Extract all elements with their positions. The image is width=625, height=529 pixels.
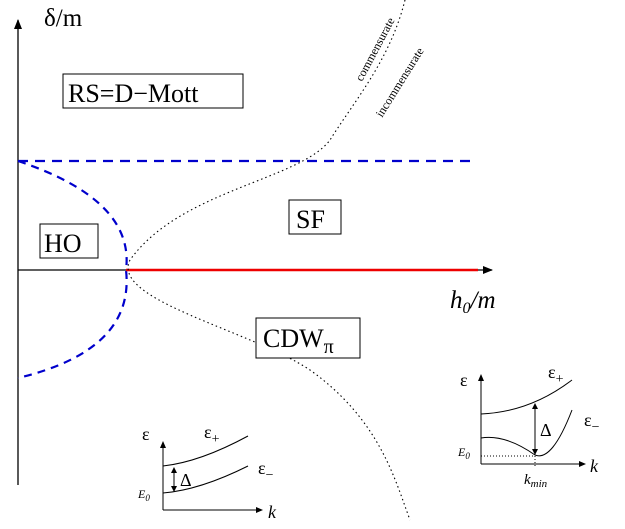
phase-ho: HO bbox=[39, 223, 99, 259]
phase-ho-label: HO bbox=[44, 229, 82, 258]
inset-left-lower-sub: − bbox=[266, 468, 274, 483]
phase-sf-box bbox=[288, 199, 342, 235]
ho-boundary-arc bbox=[17, 159, 128, 380]
inset-right-x-label: k bbox=[590, 456, 599, 476]
inset-left-e0-label: E0 bbox=[137, 487, 150, 503]
inset-left-upper-sub: + bbox=[212, 432, 220, 447]
x-axis-label-main: h bbox=[450, 287, 463, 314]
inset-right-lower-band bbox=[480, 409, 573, 457]
inset-right: ε k Δ ε+ ε− E0 kmin bbox=[457, 362, 600, 490]
inset-right-gap-label: Δ bbox=[540, 420, 552, 440]
phase-cdw-label: CDWπ bbox=[263, 324, 334, 358]
inset-right-kmin-main: k bbox=[524, 472, 531, 488]
x-axis-label-sub: 0 bbox=[463, 300, 471, 317]
inset-left-gap-label: Δ bbox=[180, 470, 192, 490]
inset-left-lower-band bbox=[162, 465, 249, 494]
inset-right-upper-label: ε+ bbox=[548, 362, 564, 387]
inset-right-lower-main: ε bbox=[584, 410, 592, 430]
inset-left-x-label: k bbox=[268, 502, 277, 522]
inset-left-e0-sub: 0 bbox=[145, 493, 150, 503]
inset-right-e0-main: E bbox=[457, 445, 466, 459]
inset-right-lower-sub: − bbox=[592, 420, 600, 435]
phase-sf-label: SF bbox=[296, 205, 325, 234]
inset-right-upper-sub: + bbox=[556, 372, 564, 387]
inset-left-upper-band bbox=[162, 435, 249, 467]
inset-left-y-label: ε bbox=[142, 424, 150, 444]
x-axis-label-tail: /m bbox=[469, 287, 496, 314]
inset-right-e0-label: E0 bbox=[457, 445, 470, 461]
phase-cdw-label-main: CDW bbox=[263, 324, 324, 353]
phase-sf: SF bbox=[288, 199, 342, 235]
inset-left-lower-main: ε bbox=[258, 458, 266, 478]
inset-right-e0-sub: 0 bbox=[465, 451, 470, 461]
y-axis-label: δ/m bbox=[44, 5, 83, 32]
phase-ho-box bbox=[39, 223, 99, 259]
phase-cdw: CDWπ bbox=[255, 317, 361, 359]
phase-rs-mott-label: RS=D−Mott bbox=[68, 79, 199, 108]
inset-left-e0-main: E bbox=[137, 487, 146, 501]
inset-right-upper-main: ε bbox=[548, 362, 556, 382]
commensurate-label: commensurate bbox=[352, 15, 397, 83]
inset-right-kmin-sub: min bbox=[531, 478, 548, 490]
inset-left-upper-label: ε+ bbox=[204, 422, 220, 447]
incommensurate-label: incommensurate bbox=[373, 45, 427, 120]
inset-right-lower-label: ε− bbox=[584, 410, 600, 435]
inset-right-upper-band bbox=[480, 379, 573, 415]
phase-rs-mott: RS=D−Mott bbox=[62, 73, 244, 109]
inset-right-y-label: ε bbox=[460, 370, 468, 390]
phase-cdw-box bbox=[255, 317, 361, 359]
inset-right-kmin-label: kmin bbox=[524, 472, 548, 490]
ci-transition-curve bbox=[127, 0, 411, 521]
phase-rs-mott-box bbox=[62, 73, 244, 109]
phase-cdw-label-sub: π bbox=[324, 336, 334, 358]
x-axis-label: h0/m bbox=[450, 287, 496, 317]
inset-left: ε k Δ ε+ ε− E0 bbox=[137, 422, 277, 522]
inset-left-upper-main: ε bbox=[204, 422, 212, 442]
inset-left-lower-label: ε− bbox=[258, 458, 274, 483]
